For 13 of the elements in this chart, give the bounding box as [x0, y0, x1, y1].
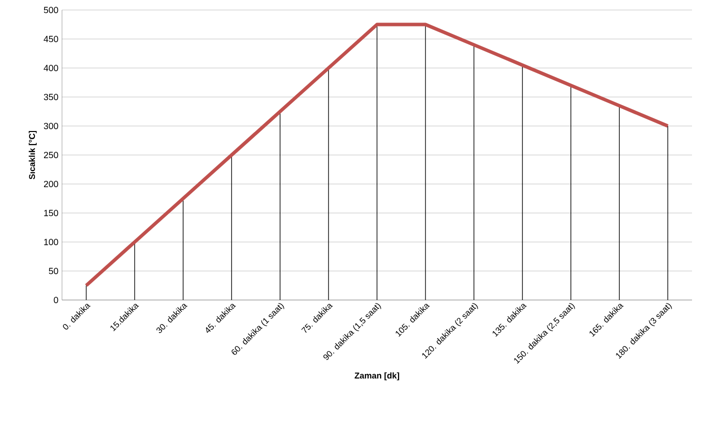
- y-tick-label: 500: [44, 6, 58, 14]
- y-tick-label: 400: [44, 64, 58, 72]
- y-axis-title: Sıcaklık [°C]: [28, 130, 37, 180]
- y-tick-label: 300: [44, 122, 58, 130]
- y-tick-label: 350: [44, 94, 58, 100]
- x-axis-title: Zaman [dk]: [354, 372, 400, 380]
- y-tick-label: 200: [44, 180, 58, 188]
- y-tick-label: 450: [44, 36, 58, 42]
- y-tick-label: 150: [44, 210, 58, 216]
- y-tick-label: 50: [48, 268, 58, 274]
- y-tick-label: 250: [44, 152, 58, 158]
- y-tick-label: 100: [44, 238, 58, 246]
- y-tick-label: 0: [54, 296, 58, 304]
